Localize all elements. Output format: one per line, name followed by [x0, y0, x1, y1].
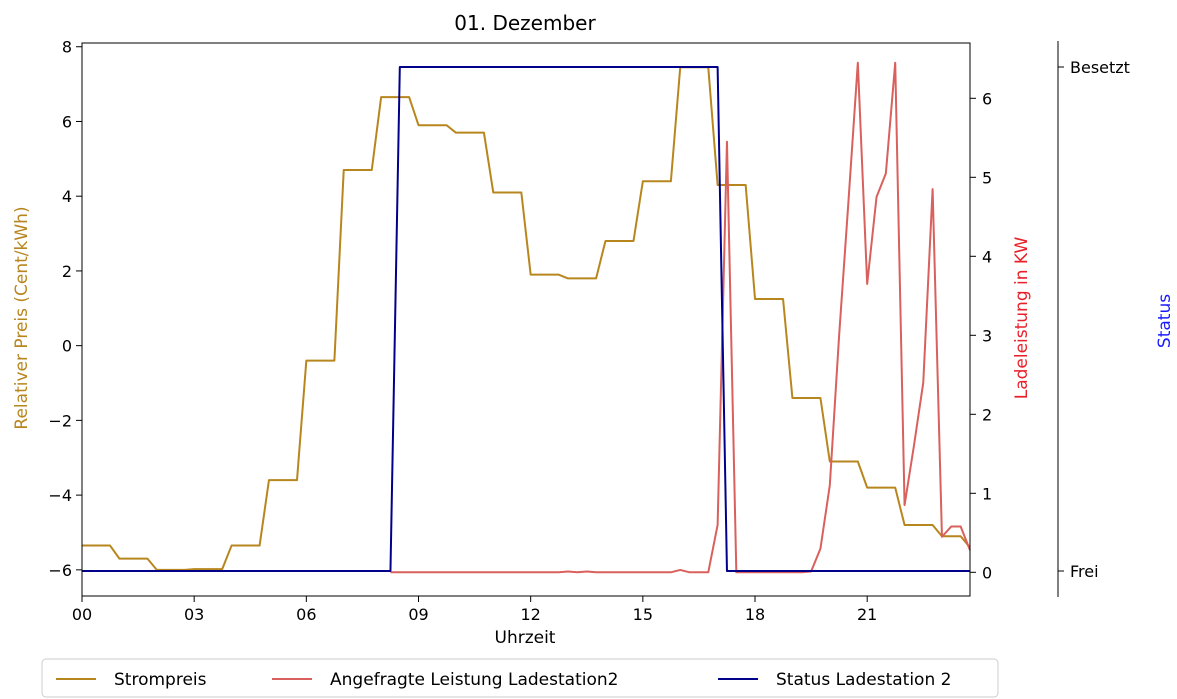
y-axis-left-label: Relativer Preis (Cent/kWh)	[12, 206, 32, 429]
y-right-tick-label: 2	[982, 405, 992, 424]
y-left-tick-label: −4	[48, 486, 72, 505]
status-tick-label: Besetzt	[1070, 58, 1130, 77]
legend-box	[41, 658, 999, 698]
x-tick-label: 03	[184, 605, 204, 624]
legend-label: Status Ladestation 2	[776, 670, 951, 690]
y-left-tick-label: 4	[62, 187, 72, 206]
series-line-2	[390, 61, 971, 574]
series-line-1	[82, 66, 971, 571]
y-left-tick-label: 6	[62, 112, 72, 131]
y-right-tick-label: 4	[982, 247, 992, 266]
x-tick-label: 06	[296, 605, 316, 624]
x-tick-label: 09	[408, 605, 428, 624]
x-tick-label: 18	[745, 605, 765, 624]
y-axis-right-label: Ladeleistung in KW	[1012, 237, 1032, 400]
y-left-tick-label: 2	[62, 262, 72, 281]
chart-title: 01. Dezember	[454, 11, 596, 35]
axes: 00 03 06 09 12 15 18 21−6−4−2024680123456FreiBe…	[48, 38, 1130, 624]
y-right-tick-label: 3	[982, 326, 992, 345]
x-axis-label: Uhrzeit	[495, 628, 556, 648]
legend: Strompreis Angefragte Leistung Ladestatio…	[41, 658, 999, 698]
series-line-3	[82, 66, 970, 572]
plot-area	[82, 61, 971, 574]
x-tick-label: 12	[520, 605, 540, 624]
x-tick-label: 15	[633, 605, 653, 624]
plot-frame	[81, 42, 971, 597]
status-tick-label: Frei	[1070, 562, 1099, 581]
y-right-tick-label: 1	[982, 484, 992, 503]
x-tick-label: 21	[857, 605, 877, 624]
y-left-tick-label: −2	[48, 411, 72, 430]
y-left-tick-label: 0	[62, 337, 72, 356]
y-axis-status-label: Status	[1155, 294, 1175, 348]
x-tick-label: 00	[72, 605, 92, 624]
y-left-tick-label: −6	[48, 561, 72, 580]
legend-label: Strompreis	[114, 670, 207, 690]
y-right-tick-label: 5	[982, 168, 992, 187]
y-right-tick-label: 6	[982, 89, 992, 108]
y-right-tick-label: 0	[982, 563, 992, 582]
y-left-tick-label: 8	[62, 38, 72, 57]
legend-label: Angefragte Leistung Ladestation2	[330, 670, 618, 690]
